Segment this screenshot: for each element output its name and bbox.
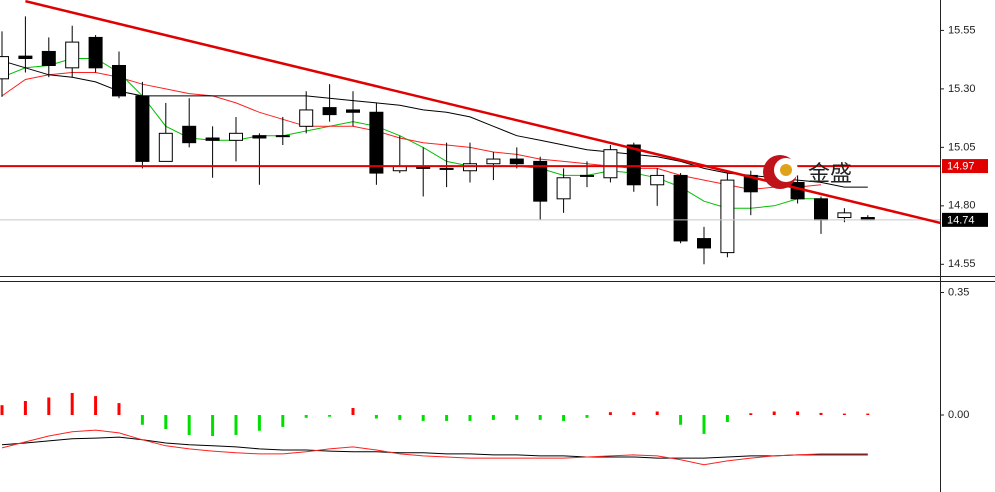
histogram-bar: [47, 397, 51, 415]
candle-body: [720, 179, 735, 254]
histogram-bar: [257, 415, 261, 431]
candle-body: [533, 160, 548, 202]
candle-body: [182, 125, 197, 144]
histogram-bar: [234, 415, 238, 435]
candle-body: [205, 137, 220, 141]
candle-body: [275, 135, 290, 138]
candle-body: [556, 177, 571, 200]
y-tick-label: 0.35: [948, 286, 969, 298]
candle-body: [509, 158, 524, 165]
histogram-bar: [374, 415, 378, 419]
y-tick-label: 15.55: [948, 24, 976, 36]
candle-body: [673, 174, 688, 242]
histogram-bar: [421, 415, 425, 421]
histogram-bar: [538, 415, 542, 420]
histogram-bar: [679, 415, 683, 425]
histogram-bar: [562, 415, 566, 421]
candle-body: [112, 64, 126, 97]
histogram-bar: [655, 411, 659, 415]
candle-body: [322, 107, 337, 116]
candle-body: [814, 198, 828, 221]
histogram-bar: [94, 396, 98, 415]
y-tick-label: 14.80: [948, 200, 976, 212]
histogram-bar: [351, 408, 355, 415]
histogram-bar: [515, 415, 519, 420]
histogram-bar: [117, 403, 121, 415]
histogram-bar: [187, 415, 191, 435]
histogram-bar: [749, 413, 753, 415]
y-tick-label: 14.55: [948, 258, 976, 270]
candle-body: [486, 158, 501, 165]
y-tick-label: 15.05: [948, 141, 976, 153]
histogram-bar: [328, 415, 332, 417]
price-tag-label: 14.74: [947, 214, 975, 226]
candle-body: [439, 167, 454, 170]
histogram-bar: [608, 412, 612, 415]
histogram-bar: [702, 415, 706, 434]
candle-body: [252, 135, 267, 139]
candle-body: [41, 50, 56, 66]
histogram-bar: [281, 415, 285, 427]
candle-body: [299, 109, 314, 127]
candle-body: [18, 55, 33, 59]
histogram-bar: [23, 401, 27, 415]
price-tag-label: 14.97: [947, 160, 975, 172]
logo: 金盛: [763, 155, 852, 189]
candle-body: [603, 149, 618, 179]
logo-icon: [780, 164, 792, 176]
histogram-bar: [491, 415, 495, 420]
candle-body: [650, 174, 665, 186]
histogram-bar: [468, 415, 472, 421]
candle-body: [369, 111, 384, 174]
histogram-bar: [819, 412, 823, 415]
candle-body: [0, 56, 9, 80]
candle-body: [229, 132, 243, 141]
candle-body: [697, 238, 711, 249]
price-tag: [942, 159, 988, 174]
histogram-bar: [140, 415, 144, 425]
line-series: [1, 429, 868, 466]
candle-body: [158, 132, 173, 162]
histogram-bar: [164, 415, 168, 429]
candle-body: [743, 174, 758, 193]
histogram-bar: [725, 415, 729, 422]
y-tick-label: 0.00: [948, 409, 969, 421]
histogram-bar: [398, 415, 402, 420]
histogram-bar: [796, 411, 800, 415]
candle-body: [463, 163, 477, 172]
histogram-bar: [445, 415, 449, 421]
price-tag: [942, 212, 988, 227]
histogram-bar: [304, 415, 308, 418]
candle-body: [837, 212, 852, 219]
candle-body: [346, 109, 360, 113]
histogram-bar: [866, 413, 870, 415]
candle-body: [626, 144, 641, 186]
candle-body: [580, 174, 594, 177]
histogram-bar: [211, 415, 215, 436]
histogram-bar: [585, 415, 589, 418]
logo-text: 金盛: [808, 161, 852, 186]
candle-body: [135, 95, 150, 162]
candle-body: [88, 36, 103, 69]
histogram-bar: [70, 392, 74, 415]
histogram-bar: [632, 412, 636, 415]
histogram-bar: [842, 413, 846, 415]
y-tick-label: 15.30: [948, 83, 976, 95]
histogram-bar: [0, 405, 4, 415]
candle-body: [65, 41, 80, 69]
histogram-bar: [772, 411, 776, 415]
